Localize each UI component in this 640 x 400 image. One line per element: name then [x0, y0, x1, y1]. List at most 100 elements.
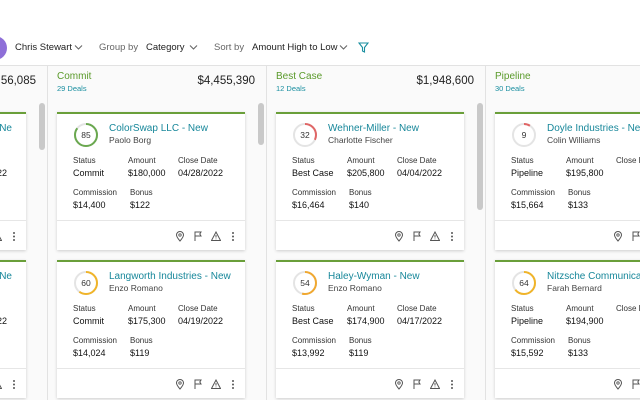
- location-icon[interactable]: [175, 230, 185, 246]
- status-value: Pipeline: [511, 168, 544, 178]
- deal-card[interactable]: [0, 112, 26, 250]
- amount-label: Amount: [566, 304, 594, 313]
- amount-value: $180,000: [128, 168, 166, 178]
- amount-label: Amount: [347, 304, 375, 313]
- bonus-value: $119: [130, 348, 150, 358]
- column-title: Commit: [57, 71, 92, 82]
- flag-icon[interactable]: [193, 230, 203, 246]
- bonus-label: Bonus: [130, 336, 153, 345]
- warning-icon[interactable]: [0, 230, 3, 246]
- more-icon[interactable]: [228, 230, 238, 246]
- deal-title[interactable]: Ne: [0, 123, 12, 134]
- more-icon[interactable]: [228, 378, 238, 394]
- flag-icon-svg: [413, 231, 421, 241]
- deal-owner: Enzo Romano: [328, 283, 382, 293]
- scrollbar-thumb[interactable]: [39, 103, 45, 150]
- flag-icon[interactable]: [193, 378, 203, 394]
- deal-owner: Charlotte Fischer: [328, 135, 393, 145]
- card-footer-divider: [57, 368, 245, 369]
- score-ring-svg: [74, 123, 98, 147]
- column-total: $4,455,390: [197, 75, 255, 87]
- user-select[interactable]: Chris Stewart: [15, 42, 73, 53]
- chevron[interactable]: [189, 44, 198, 51]
- scrollbar-thumb[interactable]: [258, 103, 264, 145]
- more-icon[interactable]: [9, 230, 19, 246]
- warning-icon[interactable]: [429, 230, 441, 246]
- warning-icon-svg: [210, 378, 222, 389]
- amount-label: Amount: [128, 156, 156, 165]
- more-icon-svg: [232, 380, 234, 389]
- deal-card[interactable]: [276, 260, 464, 398]
- deal-card[interactable]: [57, 112, 245, 250]
- chevron[interactable]: [74, 44, 83, 51]
- flag-icon-svg: [632, 231, 640, 241]
- commission-label: Commission: [73, 336, 118, 345]
- more-icon[interactable]: [9, 378, 19, 394]
- column-border: [47, 66, 48, 400]
- score-value: 85: [81, 130, 91, 140]
- flag-icon[interactable]: [412, 378, 422, 394]
- group-by-select[interactable]: Category: [146, 42, 185, 53]
- deal-card[interactable]: [57, 260, 245, 398]
- bonus-label: Bonus: [568, 188, 591, 197]
- score-ring-svg: [512, 271, 536, 295]
- deal-title[interactable]: Haley-Wyman - New: [328, 271, 420, 282]
- avatar[interactable]: [0, 36, 7, 60]
- close-date-value: 04/04/2022: [397, 168, 443, 178]
- status-label: Status: [511, 156, 534, 165]
- close-date-label: Close Date: [616, 304, 640, 313]
- more-icon[interactable]: [447, 230, 457, 246]
- status-label: Status: [292, 156, 315, 165]
- bonus-value: $133: [568, 200, 589, 210]
- commission-value: $15,592: [511, 348, 544, 358]
- warning-icon[interactable]: [210, 230, 222, 246]
- score-arc: [74, 271, 98, 295]
- warning-icon[interactable]: [210, 378, 222, 394]
- amount-value: $174,900: [347, 316, 385, 326]
- flag-icon[interactable]: [631, 230, 640, 246]
- deal-title[interactable]: Doyle Industries - New: [547, 123, 640, 134]
- location-icon[interactable]: [613, 230, 623, 246]
- flag-icon-svg: [194, 231, 202, 241]
- status-value: Commit: [73, 316, 104, 326]
- scrollbar-thumb[interactable]: [477, 103, 483, 210]
- deal-title[interactable]: Wehner-Miller - New: [328, 123, 419, 134]
- close-date-label: Close Date: [397, 156, 437, 165]
- deal-title[interactable]: Langworth Industries - New: [109, 271, 231, 282]
- more-icon[interactable]: [447, 378, 457, 394]
- deal-card[interactable]: [495, 112, 640, 250]
- score-value: 64: [519, 278, 529, 288]
- close-date-value: 04/19/2022: [178, 316, 224, 326]
- close-date-value: 22: [0, 168, 7, 178]
- location-icon-svg: [175, 231, 185, 242]
- deal-card[interactable]: [495, 260, 640, 398]
- commission-label: Commission: [292, 188, 337, 197]
- location-icon[interactable]: [394, 230, 404, 246]
- warning-icon[interactable]: [429, 378, 441, 394]
- warning-icon-svg: [429, 378, 441, 389]
- flag-icon[interactable]: [412, 230, 422, 246]
- sort-by-select[interactable]: Amount High to Low: [252, 42, 338, 53]
- flag-icon[interactable]: [631, 378, 640, 394]
- deal-title[interactable]: Ne: [0, 271, 12, 282]
- deal-title[interactable]: ColorSwap LLC - New: [109, 123, 208, 134]
- score-value: 32: [300, 130, 310, 140]
- location-icon[interactable]: [394, 378, 404, 394]
- deal-card[interactable]: [276, 112, 464, 250]
- column-total: $1,948,600: [416, 75, 474, 87]
- status-label: Status: [292, 304, 315, 313]
- chevron[interactable]: [339, 44, 348, 51]
- location-icon[interactable]: [175, 378, 185, 394]
- flag-icon-svg: [413, 379, 421, 389]
- location-icon[interactable]: [613, 378, 623, 394]
- close-date-label: Close Date: [178, 304, 218, 313]
- warning-icon[interactable]: [0, 378, 3, 394]
- column-title: Pipeline: [495, 71, 531, 82]
- column-border: [485, 66, 486, 400]
- score-arc: [293, 271, 317, 295]
- score-value: 9: [521, 130, 527, 140]
- deal-owner: Colin Williams: [547, 135, 601, 145]
- filter-icon[interactable]: [358, 42, 369, 53]
- deal-title[interactable]: Nitzsche Communications - New: [547, 271, 640, 282]
- deal-card[interactable]: [0, 260, 26, 398]
